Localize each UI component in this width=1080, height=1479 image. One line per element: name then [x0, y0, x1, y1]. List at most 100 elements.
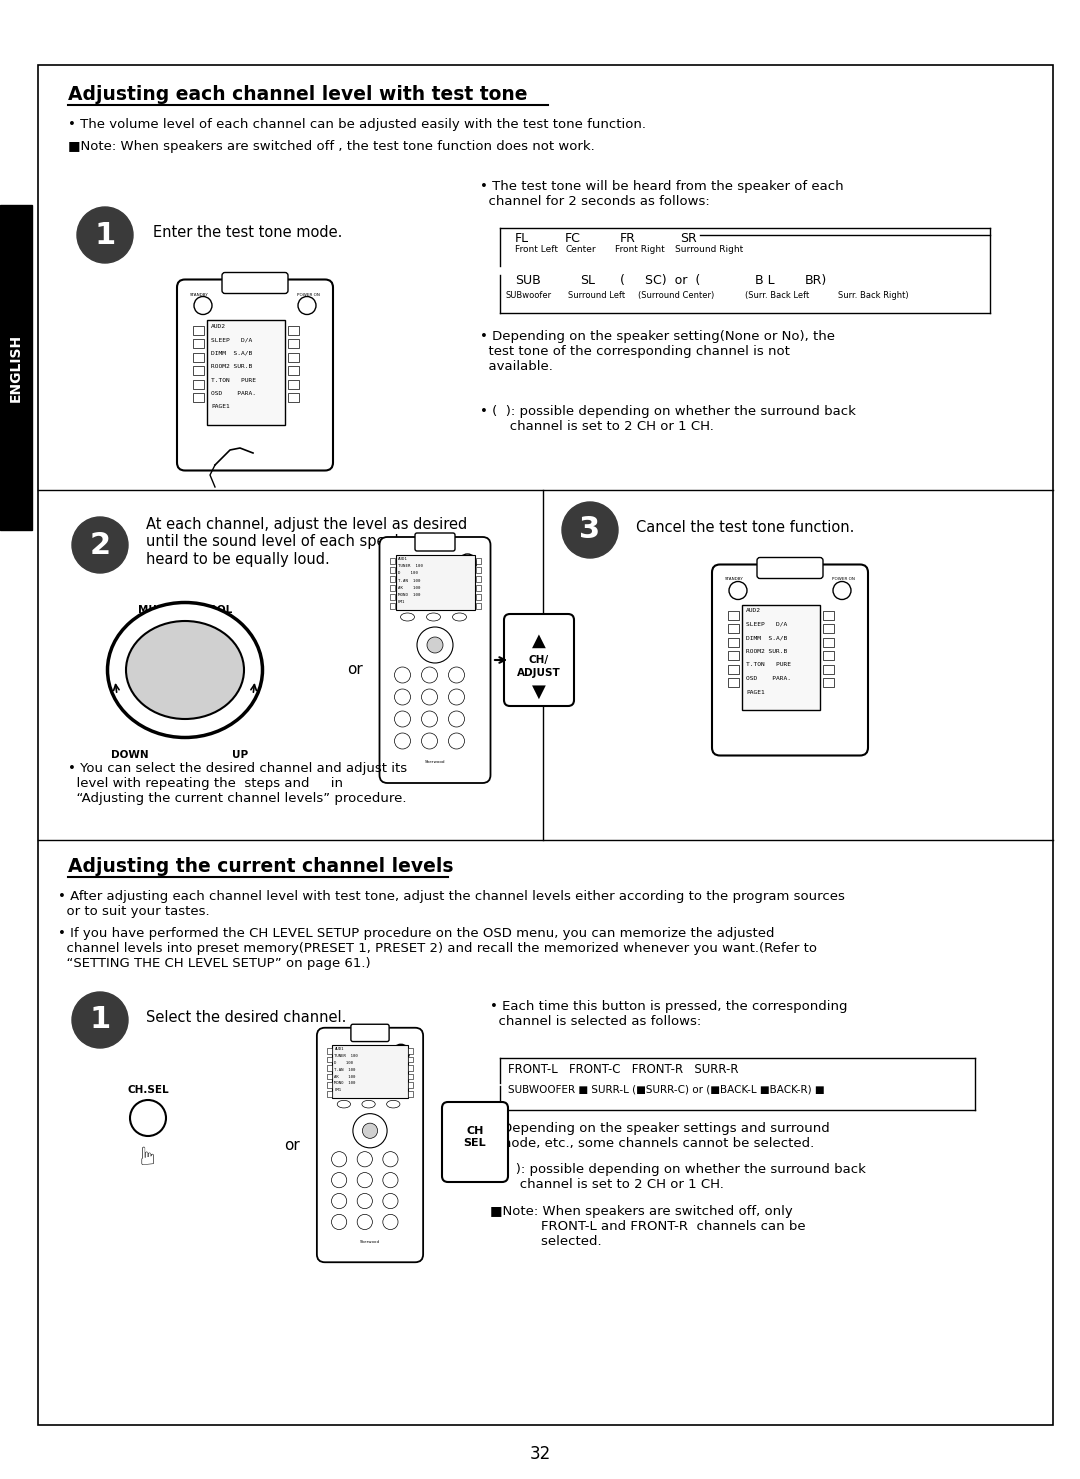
Bar [288, 325, 299, 334]
Bar [408, 1083, 414, 1089]
Circle shape [332, 1173, 347, 1188]
Bar [288, 380, 299, 389]
Text: SL: SL [580, 274, 595, 287]
Text: T.AN  100: T.AN 100 [335, 1068, 355, 1072]
Text: FC: FC [565, 232, 581, 246]
Text: MONO  100: MONO 100 [397, 593, 420, 598]
Text: T.AN  100: T.AN 100 [397, 578, 420, 583]
Circle shape [332, 1214, 347, 1229]
Bar [475, 595, 481, 600]
Text: ■Note: When speakers are switched off, only
            FRONT-L and FRONT-R  cha: ■Note: When speakers are switched off, o… [490, 1205, 806, 1248]
Circle shape [417, 627, 453, 663]
Bar [193, 380, 204, 389]
Circle shape [77, 207, 133, 263]
Text: PAGE1: PAGE1 [746, 689, 765, 695]
Bar [823, 664, 834, 673]
Text: D    100: D 100 [335, 1060, 353, 1065]
Text: 3: 3 [580, 516, 600, 544]
Circle shape [421, 734, 437, 748]
Text: • You can select the desired channel and adjust its
  level with repeating the  : • You can select the desired channel and… [68, 762, 407, 805]
Text: AUD1: AUD1 [397, 558, 407, 561]
Bar [475, 586, 481, 592]
Circle shape [729, 581, 747, 599]
Bar [390, 586, 394, 592]
Text: CH/: CH/ [529, 655, 549, 666]
Text: AUD1: AUD1 [335, 1047, 343, 1052]
Circle shape [72, 992, 129, 1049]
Bar [408, 1056, 414, 1062]
Text: Surround Right: Surround Right [675, 246, 743, 254]
Text: CH.SEL: CH.SEL [127, 1086, 168, 1094]
Text: Front Right: Front Right [615, 246, 665, 254]
Ellipse shape [126, 621, 244, 719]
Bar [395, 555, 474, 609]
Circle shape [332, 1194, 347, 1208]
Text: OSD    PARA.: OSD PARA. [746, 676, 791, 680]
Text: Adjusting the current channel levels: Adjusting the current channel levels [68, 856, 454, 876]
Text: OSD    PARA.: OSD PARA. [211, 390, 256, 396]
Bar [193, 352, 204, 361]
FancyBboxPatch shape [379, 537, 490, 782]
Text: • If you have performed the CH LEVEL SETUP procedure on the OSD menu, you can me: • If you have performed the CH LEVEL SET… [58, 927, 816, 970]
Text: Front Left: Front Left [515, 246, 558, 254]
FancyBboxPatch shape [757, 558, 823, 578]
Text: POWER ON: POWER ON [297, 293, 320, 296]
Text: At each channel, adjust the level as desired
until the sound level of each speak: At each channel, adjust the level as des… [146, 518, 468, 566]
Bar [288, 393, 299, 402]
Bar [728, 651, 739, 660]
Bar [408, 1065, 414, 1071]
Bar [327, 1083, 332, 1089]
Text: Cancel the test tone function.: Cancel the test tone function. [636, 521, 854, 535]
Bar [728, 677, 739, 688]
Bar [390, 595, 394, 600]
Circle shape [394, 734, 410, 748]
FancyBboxPatch shape [177, 280, 333, 470]
Bar [288, 339, 299, 348]
Bar [475, 603, 481, 609]
Circle shape [394, 689, 410, 705]
Text: SUBWOOFER ■ SURR-L (■SURR-C) or (■BACK-L ■BACK-R) ■: SUBWOOFER ■ SURR-L (■SURR-C) or (■BACK-L… [508, 1086, 825, 1094]
Text: • Depending on the speaker settings and surround
  mode, etc., some channels can: • Depending on the speaker settings and … [490, 1123, 829, 1151]
Text: SUBwoofer: SUBwoofer [505, 291, 551, 300]
Circle shape [448, 667, 464, 683]
Text: Surr. Back Right): Surr. Back Right) [838, 291, 908, 300]
FancyBboxPatch shape [415, 532, 455, 552]
Bar [288, 365, 299, 376]
Text: or: or [347, 663, 363, 677]
FancyBboxPatch shape [316, 1028, 423, 1262]
Text: ROOM2 SUR.B: ROOM2 SUR.B [746, 649, 787, 654]
Bar [823, 637, 834, 646]
Bar [288, 352, 299, 361]
Circle shape [357, 1152, 373, 1167]
Bar [728, 664, 739, 673]
Text: Surround Left: Surround Left [568, 291, 625, 300]
Circle shape [421, 689, 437, 705]
Circle shape [421, 667, 437, 683]
Circle shape [382, 1194, 399, 1208]
Bar [475, 558, 481, 563]
Text: or: or [284, 1137, 300, 1152]
Circle shape [357, 1214, 373, 1229]
Bar [390, 575, 394, 583]
Bar [390, 566, 394, 572]
Text: SLEEP   D/A: SLEEP D/A [211, 337, 253, 342]
Text: Enter the test tone mode.: Enter the test tone mode. [153, 225, 342, 240]
Bar [728, 637, 739, 646]
FancyBboxPatch shape [442, 1102, 508, 1182]
Text: AK    100: AK 100 [397, 586, 420, 590]
Text: ■Note: When speakers are switched off , the test tone function does not work.: ■Note: When speakers are switched off , … [68, 141, 595, 152]
Bar [823, 611, 834, 620]
Text: DIMM  S.A/B: DIMM S.A/B [746, 636, 787, 640]
Circle shape [72, 518, 129, 572]
Text: FM1: FM1 [335, 1089, 341, 1093]
Text: 2: 2 [90, 531, 110, 559]
Text: (Surround Center): (Surround Center) [638, 291, 714, 300]
FancyBboxPatch shape [504, 614, 573, 705]
Circle shape [394, 711, 410, 728]
Text: ENGLISH: ENGLISH [9, 333, 23, 402]
Text: MONO  100: MONO 100 [335, 1081, 355, 1086]
Ellipse shape [401, 612, 415, 621]
Ellipse shape [453, 612, 467, 621]
Bar [742, 605, 820, 710]
Circle shape [194, 296, 212, 315]
